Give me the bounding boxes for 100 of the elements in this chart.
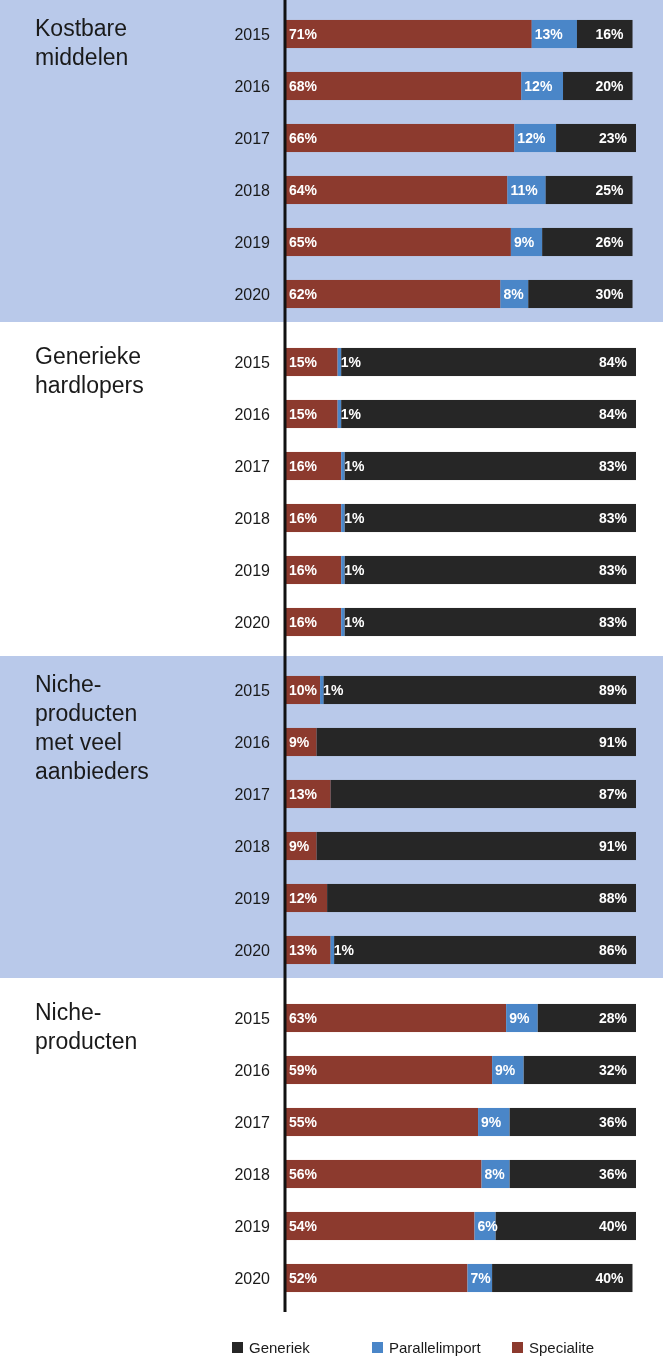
y-tick-label: 2017 [234, 785, 271, 803]
bar [344, 451, 636, 481]
data-label: 16% [289, 613, 318, 630]
bar [334, 935, 636, 965]
data-label: 84% [598, 405, 628, 422]
y-tick-label: 2017 [234, 1113, 271, 1131]
data-label: 83% [598, 561, 628, 578]
y-tick-label: 2020 [234, 285, 271, 303]
data-label: 11% [510, 181, 539, 198]
bar [341, 451, 345, 481]
bar [285, 1003, 507, 1033]
data-label: 28% [598, 1009, 628, 1026]
bar [537, 1003, 636, 1033]
y-tick-label: 2017 [234, 129, 271, 147]
data-label: 13% [289, 785, 318, 802]
data-label: 1% [340, 405, 362, 422]
bar [556, 123, 636, 153]
data-label: 1% [333, 941, 355, 958]
bar [545, 175, 633, 205]
data-label: 40% [595, 1269, 625, 1286]
bar [285, 1263, 468, 1293]
bar [323, 675, 636, 705]
bar [316, 727, 636, 757]
data-label: 84% [598, 353, 628, 370]
text: Generieke hardlopers [35, 343, 144, 398]
bar [285, 71, 522, 101]
bar [285, 19, 532, 49]
y-tick-label: 2016 [234, 733, 271, 751]
bar [285, 1159, 482, 1189]
bar [320, 675, 324, 705]
data-label: 89% [598, 681, 628, 698]
data-label: 40% [598, 1217, 628, 1234]
data-label: 59% [289, 1061, 318, 1078]
data-label: 66% [289, 129, 318, 146]
data-label: 9% [481, 1113, 502, 1130]
data-label: 91% [598, 837, 628, 854]
text: Niche-producten [35, 999, 138, 1054]
data-label: 13% [534, 25, 564, 42]
bar [492, 1263, 633, 1293]
y-tick-label: 2019 [234, 1217, 271, 1235]
data-label: 15% [289, 353, 318, 370]
data-label: 1% [344, 613, 365, 630]
bar [285, 279, 501, 309]
data-label: 12% [289, 889, 318, 906]
y-tick-label: 2019 [234, 889, 271, 907]
text: Kostbare middelen [35, 15, 129, 70]
data-label: 23% [598, 129, 628, 146]
y-tick-label: 2018 [234, 837, 271, 855]
data-label: 36% [598, 1165, 628, 1182]
bar [330, 779, 636, 809]
data-label: 68% [289, 77, 318, 94]
data-label: 91% [598, 733, 628, 750]
data-label: 54% [289, 1217, 318, 1234]
bar [528, 279, 633, 309]
data-label: 1% [340, 353, 362, 370]
data-label: 9% [289, 733, 310, 750]
y-tick-label: 2015 [234, 681, 271, 699]
bar [341, 399, 636, 429]
y-tick-label: 2020 [234, 941, 271, 959]
bar [542, 227, 633, 257]
data-label: 88% [598, 889, 628, 906]
data-label: 87% [598, 785, 628, 802]
data-label: 10% [289, 681, 318, 698]
bar [509, 1159, 636, 1189]
data-label: 12% [524, 77, 553, 94]
data-label: 83% [598, 613, 628, 630]
legend-label: Specialite [529, 1339, 595, 1357]
y-tick-label: 2020 [234, 613, 271, 631]
bar [285, 1211, 475, 1241]
data-label: 65% [289, 233, 318, 250]
bar [285, 1107, 479, 1137]
data-label: 8% [503, 285, 525, 302]
data-label: 64% [289, 181, 318, 198]
bar [341, 347, 636, 377]
bar [285, 1055, 493, 1085]
data-label: 56% [289, 1165, 318, 1182]
bar [341, 503, 345, 533]
data-label: 9% [495, 1061, 516, 1078]
y-tick-label: 2019 [234, 561, 271, 579]
data-label: 16% [595, 25, 625, 42]
data-label: 16% [289, 457, 318, 474]
data-label: 9% [509, 1009, 530, 1026]
data-label: 1% [344, 457, 365, 474]
y-tick-label: 2018 [234, 509, 271, 527]
data-label: 71% [289, 25, 318, 42]
data-label: 25% [595, 181, 625, 198]
data-label: 55% [289, 1113, 318, 1130]
bar [316, 831, 636, 861]
data-label: 1% [344, 561, 365, 578]
data-label: 16% [289, 509, 318, 526]
y-tick-label: 2018 [234, 1165, 271, 1183]
text: Niche-producten met veel aanbieders [35, 671, 149, 784]
bar [563, 71, 633, 101]
y-tick-label: 2016 [234, 1061, 271, 1079]
legend-label: Generiek [249, 1339, 311, 1357]
bar [341, 555, 345, 585]
data-label: 16% [289, 561, 318, 578]
y-tick-label: 2015 [234, 353, 271, 371]
legend-label: Parallelimport [389, 1339, 482, 1357]
bar [344, 607, 636, 637]
